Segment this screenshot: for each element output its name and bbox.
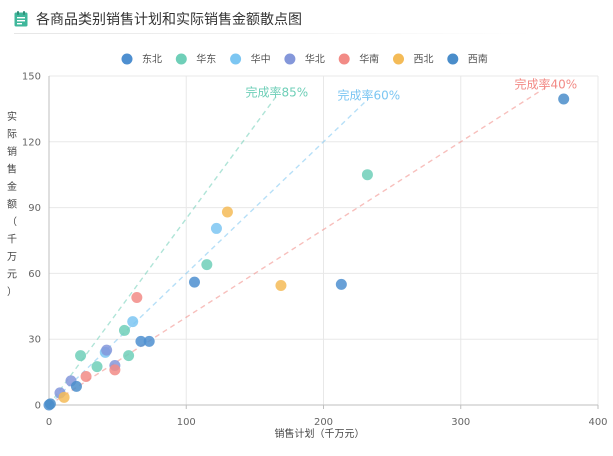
legend-item[interactable]: 华中 (230, 53, 271, 66)
legend-label: 华北 (305, 53, 325, 66)
chart-header: 各商品类别销售计划和实际销售金额散点图 (14, 8, 302, 30)
data-point[interactable] (131, 292, 143, 304)
data-point[interactable] (143, 335, 155, 347)
data-point[interactable] (118, 324, 130, 336)
legend-marker (447, 53, 459, 65)
y-tick-label: 120 (22, 137, 41, 148)
data-point[interactable] (188, 276, 200, 288)
legend[interactable]: 东北 华东 华中 华北 华南 西北 西南 (121, 53, 488, 66)
x-tick-label: 400 (588, 417, 607, 428)
legend-label: 华东 (196, 53, 216, 66)
legend-label: 西北 (414, 54, 434, 66)
axes: 0 30 60 90 120 150 0 100 200 300 400 (22, 72, 608, 429)
legend-marker (230, 53, 242, 65)
legend-item[interactable]: 华南 (338, 53, 380, 66)
x-tick-label: 300 (451, 417, 470, 428)
x-tick-label: 200 (314, 417, 333, 428)
legend-marker (393, 53, 404, 65)
data-point[interactable] (123, 350, 135, 362)
x-tick-label: 0 (46, 417, 52, 428)
legend-label: 东北 (142, 53, 162, 66)
data-point[interactable] (221, 206, 233, 218)
data-point[interactable] (80, 370, 92, 382)
data-point[interactable] (70, 380, 82, 392)
y-tick-label: 0 (35, 401, 41, 412)
legend-label: 华南 (359, 53, 379, 66)
legend-item[interactable]: 东北 (121, 53, 163, 66)
legend-marker (175, 53, 187, 65)
y-axis-title: 实际销售金额（千万元） (7, 110, 17, 298)
y-tick-label: 60 (28, 269, 41, 280)
data-point[interactable] (75, 350, 87, 362)
reference-line-label: 完成率60% (337, 87, 400, 102)
header-divider (14, 33, 534, 34)
reference-line-label: 完成率85% (245, 85, 308, 100)
legend-item[interactable]: 西北 (393, 53, 434, 66)
legend-item[interactable]: 华东 (175, 53, 217, 66)
data-point[interactable] (101, 344, 113, 356)
data-point[interactable] (135, 335, 147, 347)
legend-marker (121, 53, 133, 65)
y-tick-label: 30 (28, 335, 41, 346)
legend-marker (284, 53, 296, 65)
data-point[interactable] (558, 93, 570, 105)
data-point[interactable] (201, 259, 213, 271)
page-title: 各商品类别销售计划和实际销售金额散点图 (36, 12, 302, 28)
legend-label: 西南 (468, 53, 488, 66)
reference-line (48, 97, 370, 406)
x-axis-title: 销售计划（千万元） (275, 427, 365, 440)
data-point[interactable] (58, 391, 70, 403)
legend-item[interactable]: 西南 (447, 53, 488, 66)
data-point[interactable] (44, 398, 56, 410)
data-points[interactable] (43, 93, 570, 411)
y-tick-label: 90 (28, 203, 41, 214)
data-point[interactable] (127, 316, 139, 328)
data-point[interactable] (91, 361, 103, 373)
data-point[interactable] (275, 279, 287, 291)
legend-item[interactable]: 华北 (284, 53, 325, 66)
data-point[interactable] (335, 278, 347, 290)
reference-line-label: 完成率40% (515, 76, 578, 91)
y-tick-label: 150 (22, 72, 41, 83)
data-point[interactable] (361, 169, 373, 181)
legend-label: 华中 (251, 53, 271, 66)
x-tick-label: 100 (177, 417, 196, 428)
data-point[interactable] (210, 222, 222, 234)
document-chart-icon (14, 11, 28, 27)
legend-marker (338, 53, 350, 65)
reference-line (48, 95, 278, 406)
data-point[interactable] (109, 364, 121, 376)
